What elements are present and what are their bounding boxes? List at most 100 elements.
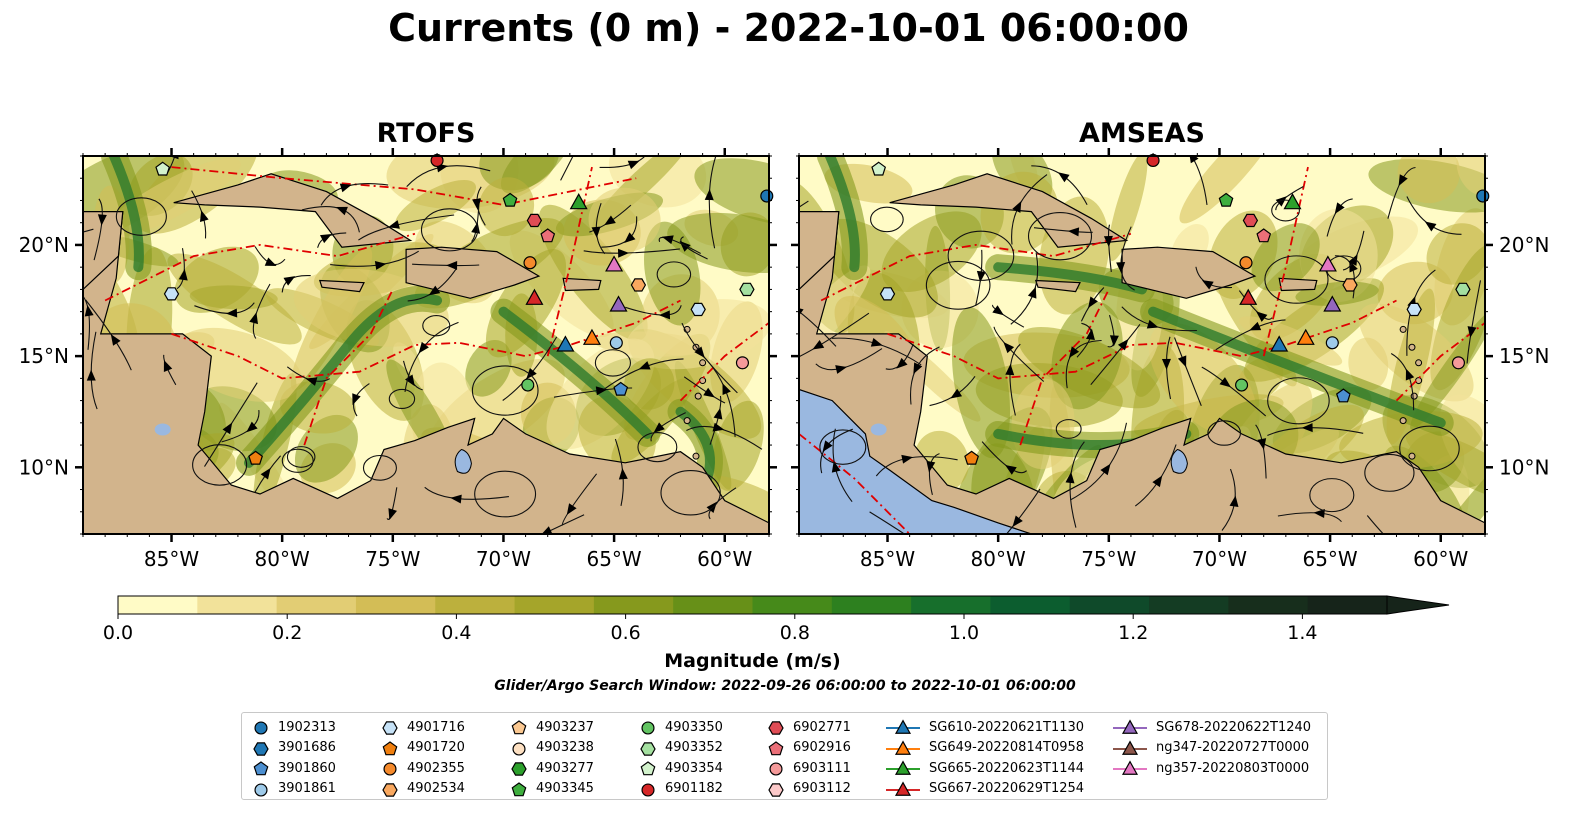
legend-label: 6901182 xyxy=(665,781,723,796)
streamline-arrow xyxy=(712,422,725,432)
legend-pentagon-marker xyxy=(511,720,527,735)
y-tick-label: 15°N xyxy=(1499,344,1549,368)
streamline xyxy=(1366,515,1385,534)
streamline-arrow xyxy=(319,234,332,244)
eddy-streamline xyxy=(1364,453,1415,492)
eddy-streamline xyxy=(1207,420,1242,446)
x-tick-label: 80°W xyxy=(971,547,1026,571)
hexagon-legend-marker xyxy=(382,782,398,797)
streamline-arrow xyxy=(831,460,841,473)
streamline-arrow xyxy=(1065,471,1075,484)
legend-label: 4903277 xyxy=(536,760,594,776)
lake-maracaibo xyxy=(1170,448,1188,474)
streamline-arrow xyxy=(1189,156,1199,164)
streamline-arrow xyxy=(226,308,238,318)
eddy-streamline xyxy=(471,365,539,416)
legend-entry: 4903345 xyxy=(510,779,594,799)
streamline-arrow xyxy=(1229,495,1239,507)
colorbar-bin xyxy=(514,596,595,614)
eddy-streamline xyxy=(422,314,451,337)
streamline-arrow xyxy=(1256,311,1268,322)
colorbar-tick-label: 1.4 xyxy=(1287,622,1317,644)
hexagon-legend-marker xyxy=(253,741,269,756)
legend-hexagon-marker xyxy=(382,782,398,797)
puerto-rico-land xyxy=(1278,277,1318,292)
eddy-streamline xyxy=(637,431,678,463)
streamline-arrow xyxy=(703,387,715,398)
legend-label: 3901861 xyxy=(278,781,336,796)
legend-label: ng347-20220727T0000 xyxy=(1156,740,1310,755)
colorbar-bin xyxy=(673,596,753,614)
florida-land xyxy=(259,156,279,157)
y-tick-label: 20°N xyxy=(1499,233,1549,257)
colorbar-bin xyxy=(1228,596,1309,614)
triangle-legend-marker xyxy=(1113,739,1147,755)
streamline-arrow xyxy=(901,454,913,464)
legend-entry: 4902534 xyxy=(381,779,465,799)
eddy-streamline xyxy=(819,429,867,465)
streamline-arrow xyxy=(1027,286,1037,299)
cuba-land xyxy=(173,173,413,248)
pentagon-legend-marker xyxy=(511,781,527,796)
streamline-arrow xyxy=(249,312,258,325)
pentagon-legend-marker xyxy=(511,720,527,735)
lake-nicaragua xyxy=(154,423,171,436)
eddy-streamline xyxy=(388,388,416,409)
argo-marker-4902355 xyxy=(523,256,537,270)
streamline xyxy=(560,156,574,181)
legend-hexagon-marker xyxy=(640,741,656,756)
streamline-arrow xyxy=(1219,377,1231,388)
legend-entry: 4902355 xyxy=(381,758,465,778)
eddy-streamline xyxy=(1027,212,1093,261)
map-frame xyxy=(798,155,1486,535)
triangle-legend-marker xyxy=(1113,760,1147,775)
argo-marker-4901720 xyxy=(964,450,980,465)
legend-triangle-marker xyxy=(1121,719,1139,734)
streamline-arrow xyxy=(576,130,589,144)
colorbar-bin xyxy=(1149,596,1229,614)
colorbar-bin xyxy=(276,596,357,614)
streamline-arrow xyxy=(97,214,107,226)
legend-circle-marker xyxy=(254,721,268,735)
streamline-arrow xyxy=(352,393,361,406)
legend-entry: 4901720 xyxy=(381,738,465,758)
colorbar-tick-label: 0.2 xyxy=(272,622,302,644)
circle-legend-marker xyxy=(254,782,268,797)
streamline-arrow xyxy=(1003,341,1015,354)
eddy-streamline xyxy=(947,230,1015,281)
legend-entry: 4903277 xyxy=(510,758,594,778)
argo-marker-4903345 xyxy=(1218,192,1234,207)
streamline-arrow xyxy=(1257,438,1267,450)
streamline-arrow xyxy=(388,220,400,229)
colorbar: 0.0 0.2 0.4 0.6 0.8 1.0 1.2 1.4 xyxy=(103,595,1450,644)
search-window-caption: Glider/Argo Search Window: 2022-09-26 06… xyxy=(494,678,1076,694)
streamline-arrow xyxy=(1103,235,1113,248)
eddy-streamline xyxy=(870,206,904,233)
eddy-streamline xyxy=(1271,199,1300,222)
x-tick-label: 85°W xyxy=(144,547,199,571)
legend-entry: SG678-20220622T1240 xyxy=(1112,717,1311,737)
legend-entry: SG649-20220814T0958 xyxy=(885,738,1084,758)
colorbar-bin xyxy=(911,596,991,614)
argo-marker-6902771 xyxy=(526,213,543,228)
streamline-arrow xyxy=(110,334,121,346)
pentagon-legend-marker xyxy=(382,740,398,755)
legend-label: 4902355 xyxy=(407,760,465,776)
triangle-legend-marker xyxy=(886,739,920,755)
argo-marker-3901860 xyxy=(613,381,629,396)
y-tick-label: 10°N xyxy=(19,455,69,479)
streamline-arrow xyxy=(446,261,458,271)
legend-label: 4903350 xyxy=(665,719,723,735)
lake-maracaibo xyxy=(454,448,472,474)
argo-marker-4902534 xyxy=(1342,278,1358,292)
eddy-streamline xyxy=(925,260,991,310)
argo-marker-3901861 xyxy=(1325,336,1339,350)
glider-marker-SG667-20220629T1254 xyxy=(1239,288,1258,305)
legend-entry: SG610-20220621T1130 xyxy=(885,717,1084,737)
legend-label: 4903352 xyxy=(665,740,723,755)
streamline-arrow xyxy=(1398,174,1408,187)
streamline-arrow xyxy=(1301,423,1313,433)
glider-marker-SG665-20220623T1144 xyxy=(569,193,588,210)
colorbar-tick-label: 0.4 xyxy=(441,622,471,644)
